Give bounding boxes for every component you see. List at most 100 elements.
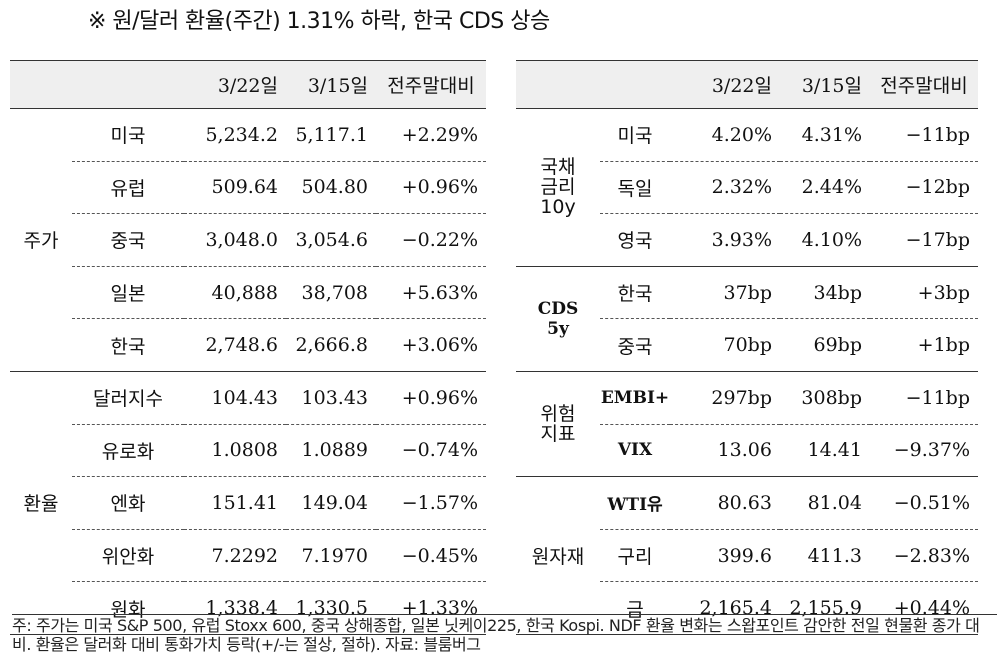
change-value: +0.44% [870, 581, 978, 635]
right-header-row: 3/22일 3/15일 전주말대비 [516, 60, 978, 109]
row-label: 한국 [72, 318, 184, 372]
previous-value: 2.44% [780, 161, 870, 215]
left-header-previous: 3/15일 [286, 60, 376, 109]
left-header-change: 전주말대비 [376, 60, 486, 109]
change-value: −11bp [870, 371, 978, 425]
current-value: 80.63 [670, 476, 780, 530]
row-label: 중국 [600, 318, 670, 372]
table-row: 원자재 WTI유 80.63 81.04 −0.51% [516, 476, 978, 635]
left-header-item [72, 60, 184, 109]
change-value: +5.63% [376, 266, 486, 320]
change-value: −1.57% [376, 476, 486, 530]
current-value: 2,165.4 [670, 581, 780, 635]
row-label: 엔화 [72, 476, 184, 530]
table-row: 환율 달러지수 104.43 103.43 +0.96% [10, 371, 486, 635]
table-row: 유로화 1.0808 1.0889 −0.74% [10, 424, 486, 478]
change-value: +3.06% [376, 318, 486, 372]
change-value: +0.96% [376, 161, 486, 215]
left-market-table: 3/22일 3/15일 전주말대비 주가 미국 5,234.2 5,117.1 … [10, 60, 486, 635]
category-bond-yield: 국채 금리 10y [516, 108, 600, 267]
table-row: 위험 지표 EMBI+ 297bp 308bp −11bp [516, 371, 978, 478]
current-value: 2,748.6 [184, 318, 286, 372]
row-label: 미국 [600, 108, 670, 162]
left-header-current: 3/22일 [184, 60, 286, 109]
previous-value: 1,330.5 [286, 581, 376, 635]
row-label: 중국 [72, 213, 184, 267]
row-label: 미국 [72, 108, 184, 162]
right-header-category [516, 60, 600, 109]
table-row: 영국 3.93% 4.10% −17bp [516, 213, 978, 267]
change-value: −9.37% [870, 424, 978, 478]
previous-value: 3,054.6 [286, 213, 376, 267]
current-value: 1.0808 [184, 424, 286, 478]
row-label: EMBI+ [600, 371, 670, 425]
change-value: −0.74% [376, 424, 486, 478]
row-label: 독일 [600, 161, 670, 215]
row-label: 일본 [72, 266, 184, 320]
previous-value: 14.41 [780, 424, 870, 478]
table-row: 국채 금리 10y 미국 4.20% 4.31% −11bp [516, 108, 978, 267]
row-label: 구리 [600, 529, 670, 583]
right-header-item [600, 60, 670, 109]
previous-value: 69bp [780, 318, 870, 372]
change-value: −11bp [870, 108, 978, 162]
row-label: VIX [600, 424, 670, 478]
change-value: +1.33% [376, 581, 486, 635]
category-cds: CDS 5y [516, 266, 600, 372]
current-value: 13.06 [670, 424, 780, 478]
current-value: 104.43 [184, 371, 286, 425]
change-value: +0.96% [376, 371, 486, 425]
footnote: 주: 주가는 미국 S&P 500, 유럽 Stoxx 600, 중국 상해종합… [12, 614, 997, 654]
previous-value: 81.04 [780, 476, 870, 530]
current-value: 151.41 [184, 476, 286, 530]
previous-value: 1.0889 [286, 424, 376, 478]
table-row: 독일 2.32% 2.44% −12bp [516, 161, 978, 215]
current-value: 297bp [670, 371, 780, 425]
left-header-row: 3/22일 3/15일 전주말대비 [10, 60, 486, 109]
right-header-change: 전주말대비 [870, 60, 978, 109]
previous-value: 7.1970 [286, 529, 376, 583]
row-label: 유로화 [72, 424, 184, 478]
row-label: WTI유 [600, 476, 670, 530]
category-fx: 환율 [10, 371, 72, 635]
previous-value: 411.3 [780, 529, 870, 583]
previous-value: 38,708 [286, 266, 376, 320]
row-label: 달러지수 [72, 371, 184, 425]
category-risk-indicators: 위험 지표 [516, 371, 600, 478]
previous-value: 4.31% [780, 108, 870, 162]
table-row: 주가 미국 5,234.2 5,117.1 +2.29% [10, 108, 486, 372]
previous-value: 2,666.8 [286, 318, 376, 372]
page-title: ※ 원/달러 환율(주간) 1.31% 하락, 한국 CDS 상승 [88, 9, 550, 34]
current-value: 3.93% [670, 213, 780, 267]
current-value: 2.32% [670, 161, 780, 215]
previous-value: 2,155.9 [780, 581, 870, 635]
table-row: 엔화 151.41 149.04 −1.57% [10, 476, 486, 530]
current-value: 37bp [670, 266, 780, 320]
row-label: 위안화 [72, 529, 184, 583]
category-stocks: 주가 [10, 108, 72, 372]
row-label: 한국 [600, 266, 670, 320]
previous-value: 5,117.1 [286, 108, 376, 162]
table-row: 한국 2,748.6 2,666.8 +3.06% [10, 318, 486, 372]
current-value: 509.64 [184, 161, 286, 215]
current-value: 5,234.2 [184, 108, 286, 162]
row-label: 영국 [600, 213, 670, 267]
previous-value: 103.43 [286, 371, 376, 425]
current-value: 4.20% [670, 108, 780, 162]
change-value: +2.29% [376, 108, 486, 162]
row-label: 금 [600, 581, 670, 635]
change-value: −12bp [870, 161, 978, 215]
change-value: −17bp [870, 213, 978, 267]
right-header-current: 3/22일 [670, 60, 780, 109]
previous-value: 4.10% [780, 213, 870, 267]
current-value: 40,888 [184, 266, 286, 320]
previous-value: 34bp [780, 266, 870, 320]
change-value: −2.83% [870, 529, 978, 583]
row-label: 유럽 [72, 161, 184, 215]
change-value: +1bp [870, 318, 978, 372]
right-header-previous: 3/15일 [780, 60, 870, 109]
table-row: 일본 40,888 38,708 +5.63% [10, 266, 486, 320]
change-value: −0.45% [376, 529, 486, 583]
current-value: 7.2292 [184, 529, 286, 583]
current-value: 3,048.0 [184, 213, 286, 267]
